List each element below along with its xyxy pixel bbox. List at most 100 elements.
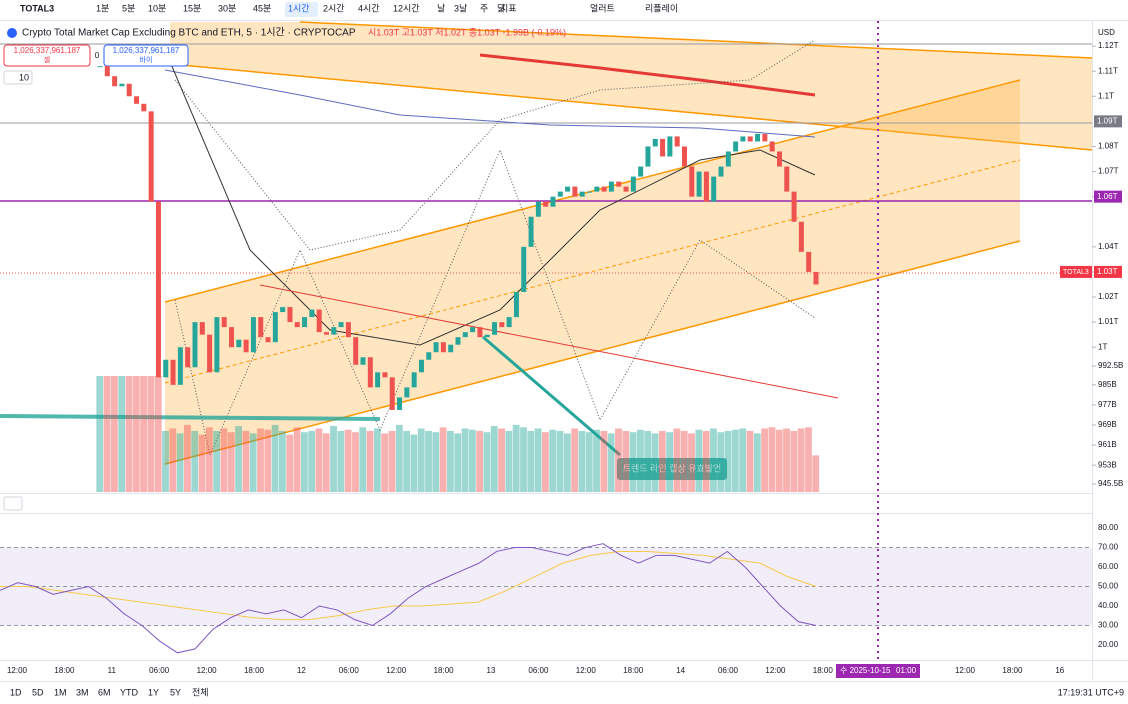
interval-button[interactable]: 2시간 [323,3,345,13]
x-tick-label: 14 [676,666,685,675]
candle [696,171,702,197]
range-button[interactable]: 1Y [148,687,159,697]
volume-bar [410,434,418,492]
y-tick-label: 985B [1098,380,1117,389]
interval-button[interactable]: 30분 [218,3,236,13]
cursor-date: 수 2025-10-15 [840,666,891,675]
candle [638,166,644,177]
alert-button[interactable]: 얼러트 [590,3,615,13]
volume-bar [118,376,126,492]
y-tick-label: 1.02T [1098,292,1119,301]
interval-button[interactable]: 날 [437,3,445,13]
candle [462,332,468,338]
range-button[interactable]: YTD [120,687,139,697]
horizontal-ray [0,414,381,421]
indicator-toggle[interactable] [3,70,33,85]
y-tick-label: 1.08T [1098,142,1119,151]
candle [601,186,607,192]
interval-button[interactable]: 1시간 [288,3,310,13]
range-button[interactable]: 6M [98,687,111,697]
candle [221,317,227,328]
volume-bar [731,429,739,492]
interval-button[interactable]: 달 [497,2,505,13]
interval-button[interactable]: 5분 [122,3,135,13]
volume-bar [132,376,140,492]
candle [185,347,191,368]
interval-button[interactable]: 주 [480,3,488,13]
range-button[interactable]: 전체 [192,687,209,697]
interval-button[interactable]: 12시간 [393,3,420,13]
volume-bar [227,432,235,492]
volume-bar [607,433,615,492]
candle [134,96,140,104]
rsi-tick-label: 30.00 [1098,621,1119,630]
volume-bar [447,430,454,492]
volume-bar [702,430,710,492]
volume-bar [198,434,206,492]
ohlc: 시1.03T 고1.03T 저1.02T 종1.03T -1.99B (-0.1… [368,27,566,37]
x-tick-label: 11 [108,666,117,675]
candle [470,327,476,333]
candle [397,397,403,410]
chart-title: Crypto Total Market Cap Excluding BTC an… [22,27,356,39]
candle [674,136,680,147]
candle [104,66,110,77]
range-button[interactable]: 5Y [170,687,181,697]
range-button[interactable]: 5D [32,687,44,697]
y-tick-label: 1.11T [1098,66,1118,75]
range-button[interactable]: 3M [76,687,89,697]
annotation-box [617,458,727,480]
volume-bar [520,427,527,492]
indicators-button[interactable]: 지표 [500,3,517,13]
interval-button[interactable]: 15분 [183,3,201,13]
x-tick-label: 12 [297,666,306,675]
candle [404,387,410,398]
x-tick-label: 18:00 [1002,666,1023,675]
range-button[interactable]: 1D [10,687,22,697]
pane-toggle[interactable] [3,496,23,511]
symbol[interactable]: TOTAL3 [20,3,54,13]
volume-bar [746,430,754,492]
rsi-tick-label: 80.00 [1098,523,1119,532]
candle [798,221,804,252]
sell-label: 셀 [44,56,50,64]
candle [287,307,293,323]
candle [755,133,761,142]
volume-bar [593,429,600,492]
candle [177,347,183,385]
interval-button[interactable]: 10분 [148,3,166,13]
volume-bar [724,430,732,492]
sell-button[interactable] [3,44,91,67]
candle [506,317,512,328]
channel-line [164,240,1021,465]
range-button[interactable]: 1M [54,687,67,697]
buy-button[interactable] [103,44,189,67]
volume-bar [213,430,221,492]
rsi-tick-label: 20.00 [1098,640,1119,649]
moving-average [164,69,816,138]
volume-bar [812,455,820,492]
price-label-text: 1.06T [1097,192,1118,201]
candle [681,146,687,167]
volume-bar [235,426,242,492]
interval-button[interactable]: 1분 [96,3,109,13]
x-tick-label: 18:00 [244,666,265,675]
volume-bar [615,428,622,492]
y-tick-label: 961B [1098,440,1117,449]
volume-bar [103,376,111,492]
candle [455,337,461,345]
interval-button[interactable]: 4시간 [358,3,380,13]
candle [521,246,527,293]
x-tick-label: 12:00 [386,666,407,675]
price-label [1094,190,1122,203]
volume-bar [688,433,695,492]
replay-button[interactable]: 리플레이 [645,3,678,13]
candle [747,136,753,142]
channel-mid [164,159,1021,384]
x-tick-label: 18:00 [434,666,455,675]
interval-button[interactable]: 45분 [253,3,271,13]
volume-bar [125,376,133,492]
volume-bar [797,428,805,492]
interval-button[interactable]: 3날 [454,3,467,13]
x-tick-label: 06:00 [718,666,739,675]
